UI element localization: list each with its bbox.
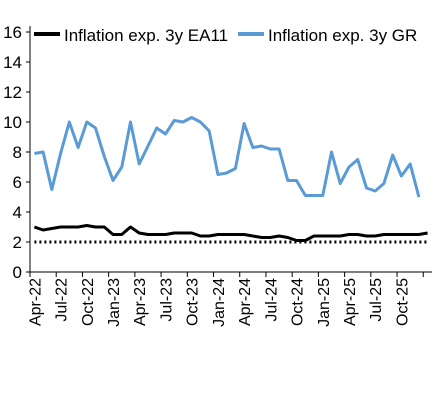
y-tick-label: 0 [13, 263, 22, 282]
y-tick-label: 2 [13, 233, 22, 252]
y-tick-label: 6 [13, 173, 22, 192]
series-layer [33, 116, 428, 244]
x-tick-label: Oct-23 [185, 278, 202, 326]
y-tick-label: 10 [3, 113, 22, 132]
x-tick-label: Apr-25 [342, 278, 359, 326]
x-tick-label: Apr-24 [237, 278, 254, 326]
y-tick-label: 8 [13, 143, 22, 162]
x-tick-label: Jan-23 [106, 278, 123, 327]
x-tick-label: Jul-25 [368, 278, 385, 322]
y-tick-label: 14 [3, 53, 22, 72]
x-tick-label: Jan-24 [211, 278, 228, 327]
y-tick-label: 16 [3, 23, 22, 42]
legend-label-ea11: Inflation exp. 3y EA11 [64, 26, 228, 45]
y-tick-label: 12 [3, 83, 22, 102]
x-tick-label: Oct-24 [290, 278, 307, 326]
x-tick-label: Oct-22 [80, 278, 97, 326]
y-tick-label: 4 [13, 203, 22, 222]
series-line-ea11 [33, 224, 428, 242]
y-axis: 0 2 4 6 8 10 12 14 16 [3, 23, 31, 282]
x-tick-label: Jan-25 [316, 278, 333, 327]
x-tick-label: Jul-23 [158, 278, 175, 322]
x-tick-label: Apr-22 [27, 278, 44, 326]
x-tick-label: Jul-24 [263, 278, 280, 322]
x-tick-label: Apr-23 [132, 278, 149, 326]
x-tick-label: Oct-25 [394, 278, 411, 326]
legend-label-gr: Inflation exp. 3y GR [268, 26, 417, 45]
x-axis: Apr-22 Jul-22 Oct-22 Jan-23 Apr-23 Jul-23 Oct-… [27, 271, 432, 327]
legend: Inflation exp. 3y EA11 Inflation exp. 3y… [34, 26, 417, 45]
x-tick-label: Jul-22 [54, 278, 71, 322]
series-line-gr [34, 116, 421, 198]
